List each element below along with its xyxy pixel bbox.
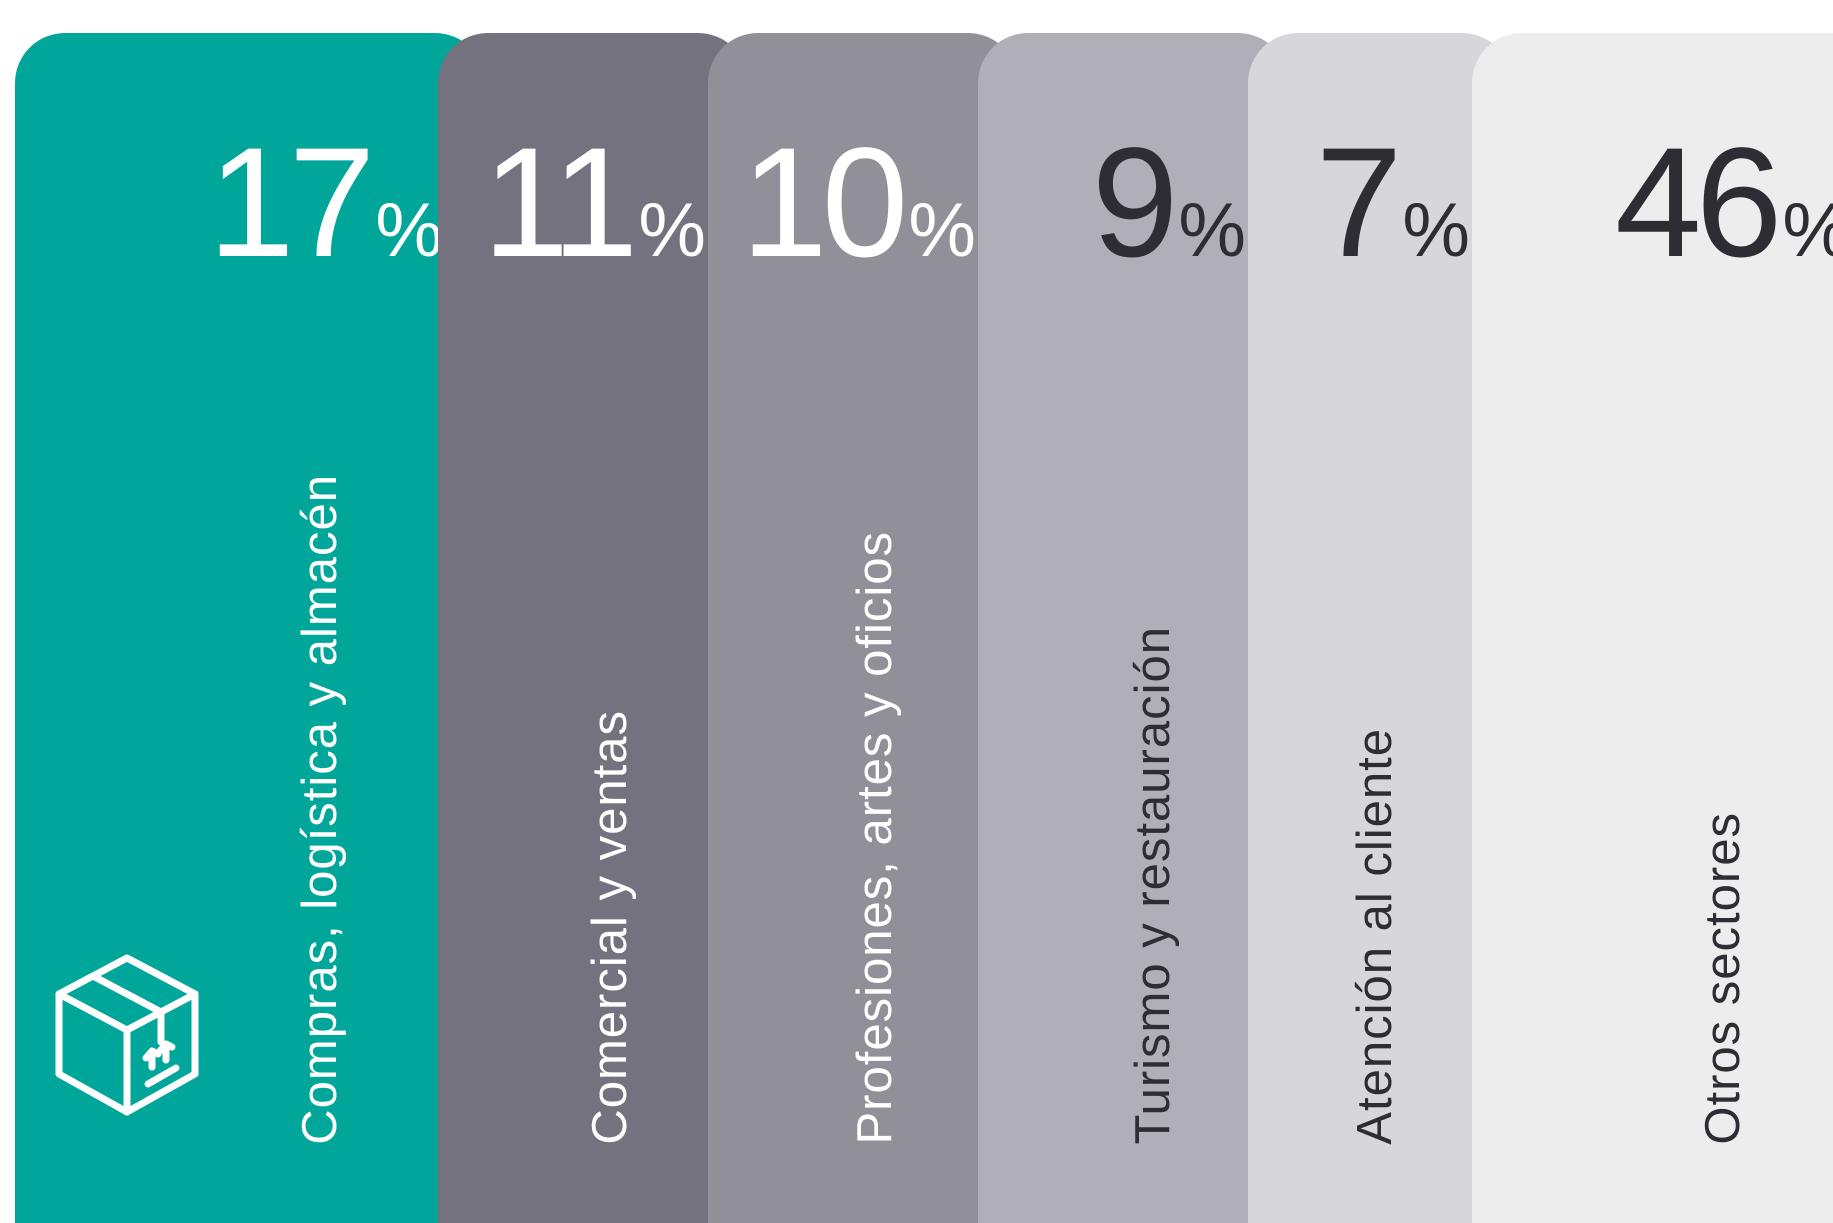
bar-5: 7% [1248,33,1512,1223]
category-label-1: Compras, logística y almacén [293,474,347,1145]
box-icon [55,954,199,1116]
data-label-2: 11% [482,125,706,281]
percent-sign: % [1782,188,1833,273]
category-label-5: Atención al cliente [1348,728,1402,1145]
category-label-2: Comercial y ventas [583,710,637,1145]
value-text: 17 [207,116,376,290]
data-label-6: 46% [1615,125,1833,281]
value-text: 46 [1614,116,1783,290]
bar-2: 11% [438,33,748,1223]
category-label-6: Otros sectores [1696,812,1750,1145]
value-text: 10 [740,116,909,290]
percent-sign: % [1402,188,1470,273]
data-label-5: 7% [1316,125,1470,281]
data-label-1: 17% [208,125,443,281]
percent-sign: % [1178,188,1246,273]
percent-sign: % [908,188,976,273]
value-text: 9 [1091,116,1179,290]
category-label-3: Profesiones, artes y oficios [848,531,902,1145]
bar-6: 46% [1472,33,1833,1223]
percent-sign: % [375,188,443,273]
value-text: 7 [1315,116,1403,290]
bar-4: 9% [978,33,1288,1223]
category-label-4: Turismo y restauración [1126,626,1180,1145]
data-label-3: 10% [741,125,976,281]
percent-sign: % [638,188,706,273]
data-label-4: 9% [1092,125,1246,281]
bar-3: 10% [708,33,1018,1223]
sector-percentage-chart: 17% Compras, logística y almacén 11% Comerc… [15,33,1833,1223]
bar-1: 17% [15,33,485,1223]
value-text: 11 [482,116,638,290]
